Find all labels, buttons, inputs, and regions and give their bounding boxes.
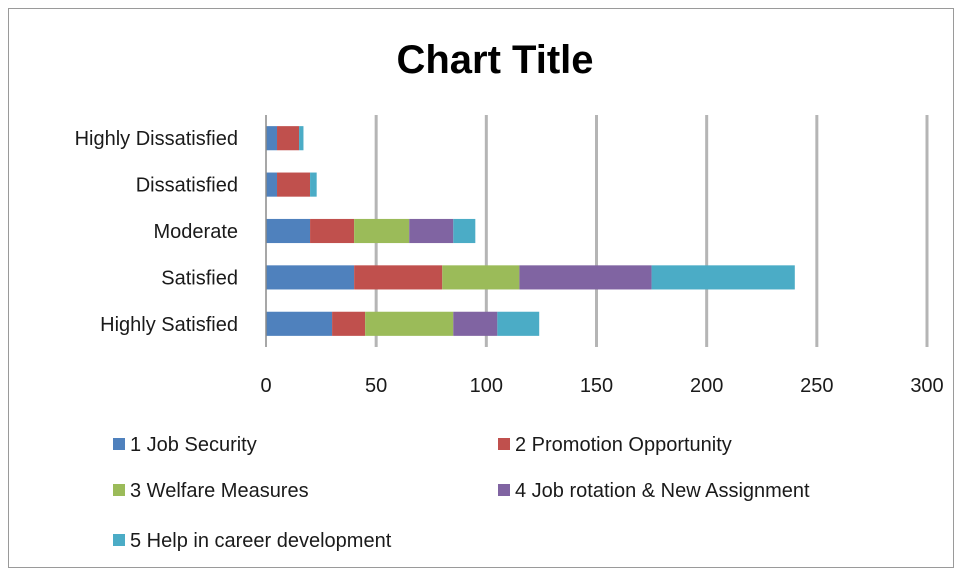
legend-label-4: 4 Job rotation & New Assignment xyxy=(515,480,810,502)
legend-swatch-5 xyxy=(113,534,125,546)
bar-4-series-2 xyxy=(354,265,443,290)
bar-2-series-1 xyxy=(266,172,278,197)
bar-4-series-3 xyxy=(442,265,520,290)
legend-label-3: 3 Welfare Measures xyxy=(130,480,309,502)
legend-swatch-3 xyxy=(113,484,125,496)
category-label-3: Moderate xyxy=(154,221,239,243)
gridlines xyxy=(374,115,929,347)
legend: 1 Job Security 2 Promotion Opportunity 3 W… xyxy=(113,434,810,552)
x-tick-label-100: 100 xyxy=(470,375,503,397)
bar-4-series-4 xyxy=(519,265,652,290)
x-tick-label-200: 200 xyxy=(690,375,723,397)
bar-5-series-1 xyxy=(266,311,333,336)
x-tick-label-250: 250 xyxy=(800,375,833,397)
x-tick-label-50: 50 xyxy=(365,375,387,397)
legend-swatch-4 xyxy=(498,484,510,496)
bar-3-series-5 xyxy=(453,218,476,244)
legend-label-5: 5 Help in career development xyxy=(130,530,392,552)
category-label-1: Highly Dissatisfied xyxy=(75,128,238,150)
bar-3-series-2 xyxy=(310,218,355,244)
bar-2-series-5 xyxy=(310,172,317,197)
legend-swatch-1 xyxy=(113,438,125,450)
bar-5-series-4 xyxy=(453,311,498,336)
legend-swatch-2 xyxy=(498,438,510,450)
bar-3-series-3 xyxy=(354,218,410,244)
bar-1-series-1 xyxy=(266,126,278,151)
bar-4-series-1 xyxy=(266,265,355,290)
bar-5-series-5 xyxy=(497,311,540,336)
x-tick-label-150: 150 xyxy=(580,375,613,397)
category-label-5: Highly Satisfied xyxy=(100,314,238,336)
x-tick-label-0: 0 xyxy=(260,375,271,397)
bar-3-series-4 xyxy=(409,218,454,244)
legend-label-2: 2 Promotion Opportunity xyxy=(515,434,732,456)
legend-label-1: 1 Job Security xyxy=(130,434,257,456)
chart-frame: Chart Title 0 50 100 150 200 250 300 Highly Dis… xyxy=(8,8,954,568)
bar-5-series-3 xyxy=(365,311,454,336)
axes: 0 50 100 150 200 250 300 Highly Dissatisfied Dis… xyxy=(75,115,944,397)
bar-1-series-5 xyxy=(299,126,304,151)
bar-4-series-5 xyxy=(651,265,795,290)
bar-1-series-2 xyxy=(277,126,300,151)
x-tick-label-300: 300 xyxy=(910,375,943,397)
bars xyxy=(266,126,795,336)
chart-title: Chart Title xyxy=(396,38,593,82)
bar-3-series-1 xyxy=(266,218,311,244)
category-label-2: Dissatisfied xyxy=(136,175,238,197)
bar-5-series-2 xyxy=(332,311,366,336)
category-label-4: Satisfied xyxy=(161,267,238,289)
bar-2-series-2 xyxy=(277,172,311,197)
stacked-bar-chart: Chart Title 0 50 100 150 200 250 300 Highly Dis… xyxy=(75,38,944,552)
